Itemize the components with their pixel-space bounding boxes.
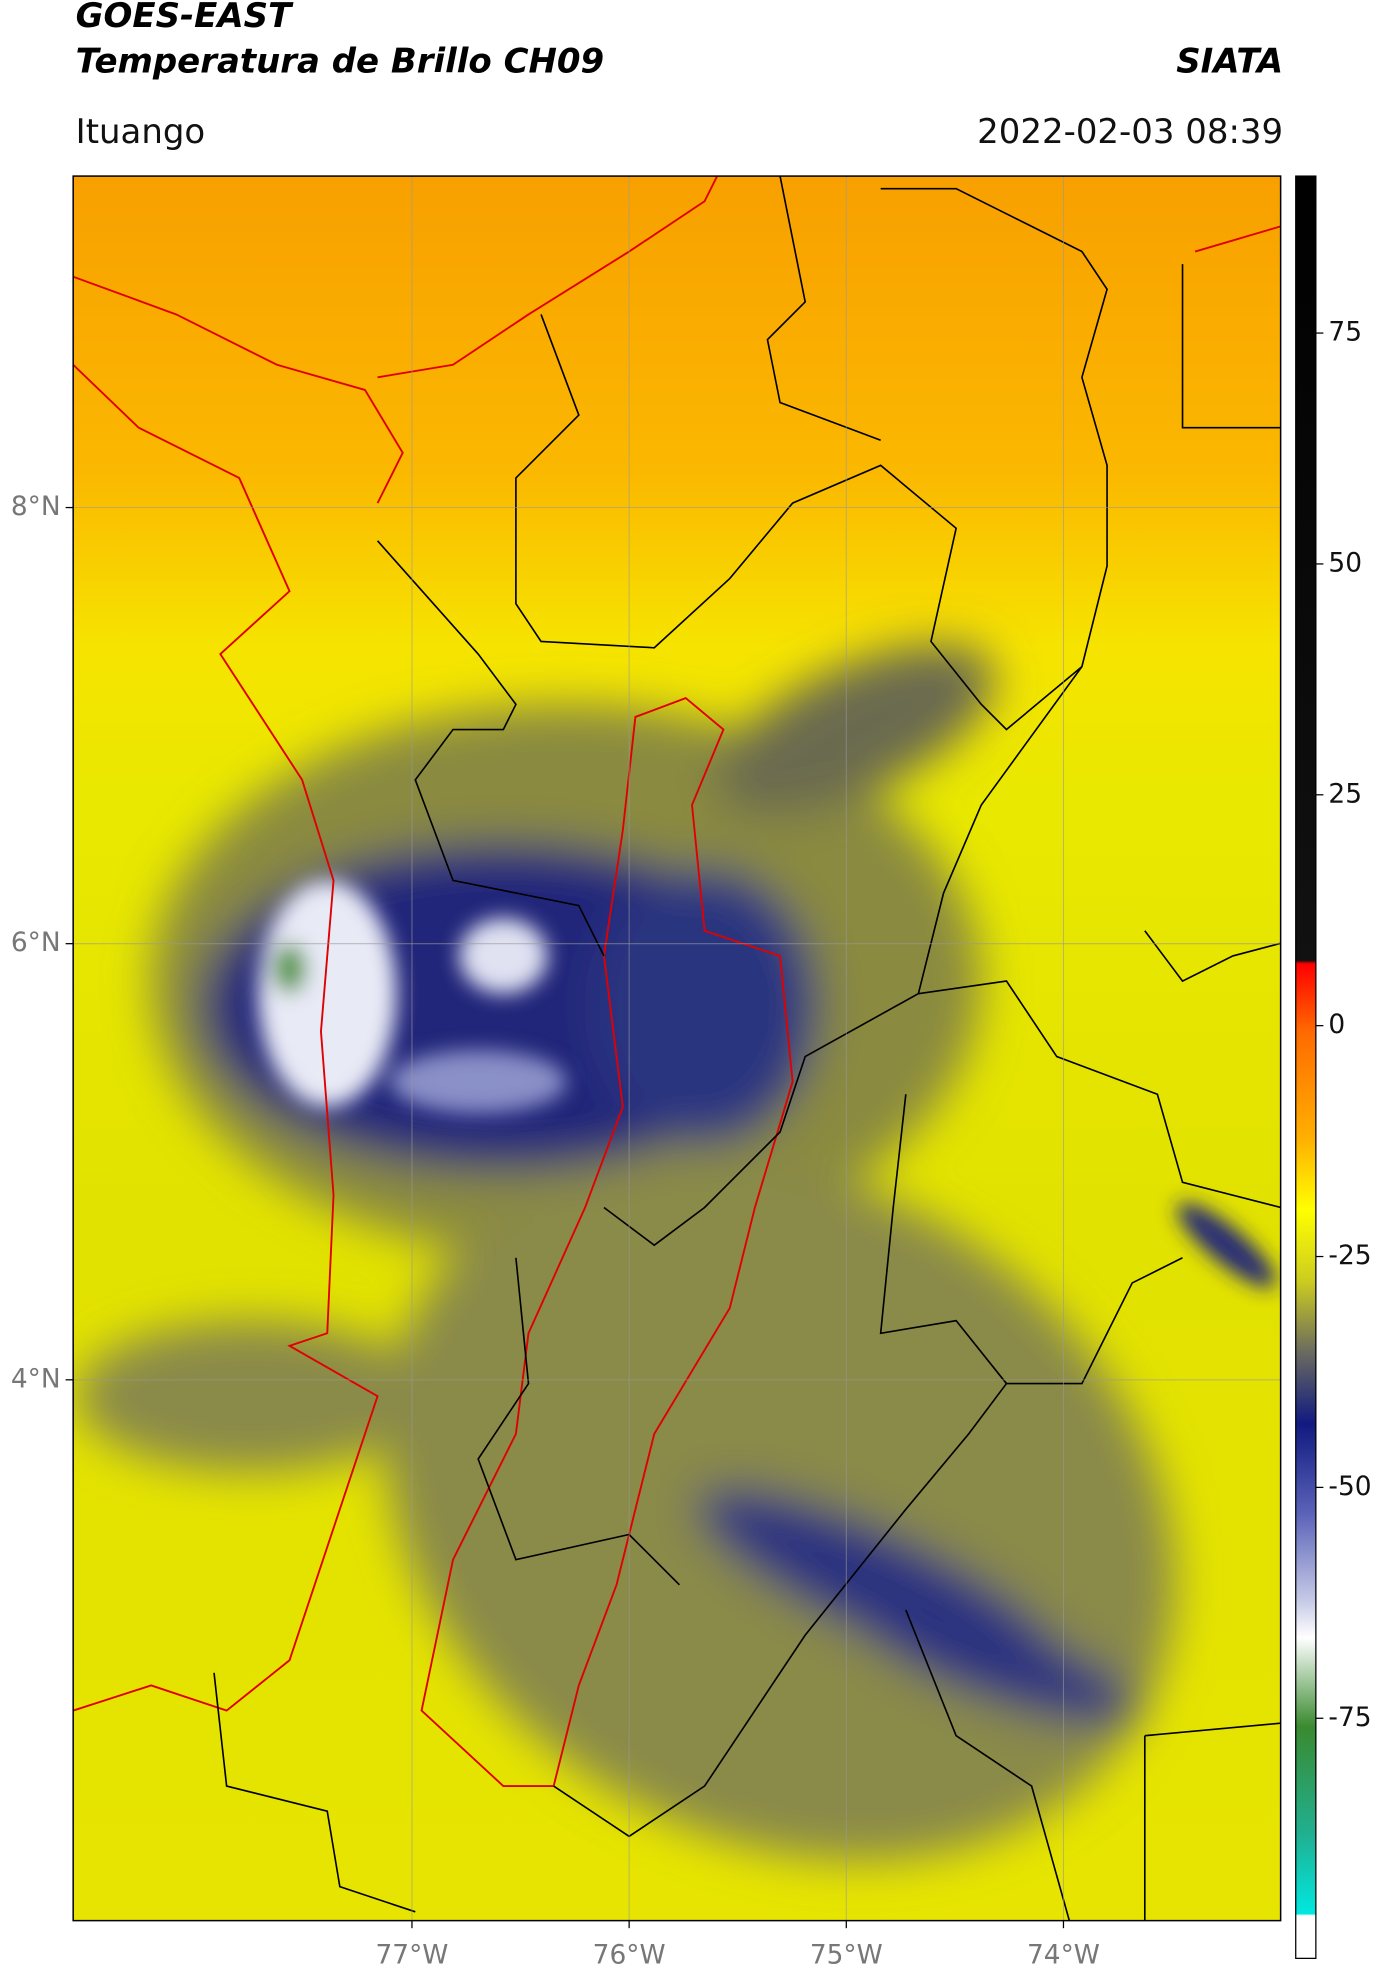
title: GOES-EAST bbox=[76, 0, 294, 36]
colorbar-tick-label: -25 bbox=[1328, 1240, 1371, 1271]
map-frame bbox=[72, 175, 1282, 1922]
colorbar-tick-label: 75 bbox=[1328, 317, 1362, 348]
x-tick-label: 75°W bbox=[810, 1939, 883, 1970]
y-tick-label: 8°N bbox=[11, 491, 61, 522]
satellite-image bbox=[73, 176, 1281, 1921]
x-tick-label: 77°W bbox=[375, 1939, 448, 1970]
location: Ituango bbox=[76, 112, 206, 152]
y-tick-label: 4°N bbox=[11, 1363, 61, 1394]
colorbar-tick-label: 50 bbox=[1328, 547, 1362, 578]
y-tick-label: 6°N bbox=[11, 927, 61, 958]
x-tick-label: 74°W bbox=[1027, 1939, 1100, 1970]
x-tick-label: 76°W bbox=[593, 1939, 666, 1970]
datetime: 2022-02-03 08:39 bbox=[977, 112, 1283, 152]
colorbar-tick-label: -75 bbox=[1328, 1702, 1371, 1733]
colorbar bbox=[1295, 175, 1317, 1959]
colorbar-tick-label: -50 bbox=[1328, 1471, 1371, 1502]
colorbar-tick-label: 25 bbox=[1328, 778, 1362, 809]
brand: SIATA bbox=[1176, 41, 1283, 81]
colorbar-tick-label: 0 bbox=[1328, 1009, 1345, 1040]
subtitle: Temperatura de Brillo CH09 bbox=[76, 41, 604, 81]
